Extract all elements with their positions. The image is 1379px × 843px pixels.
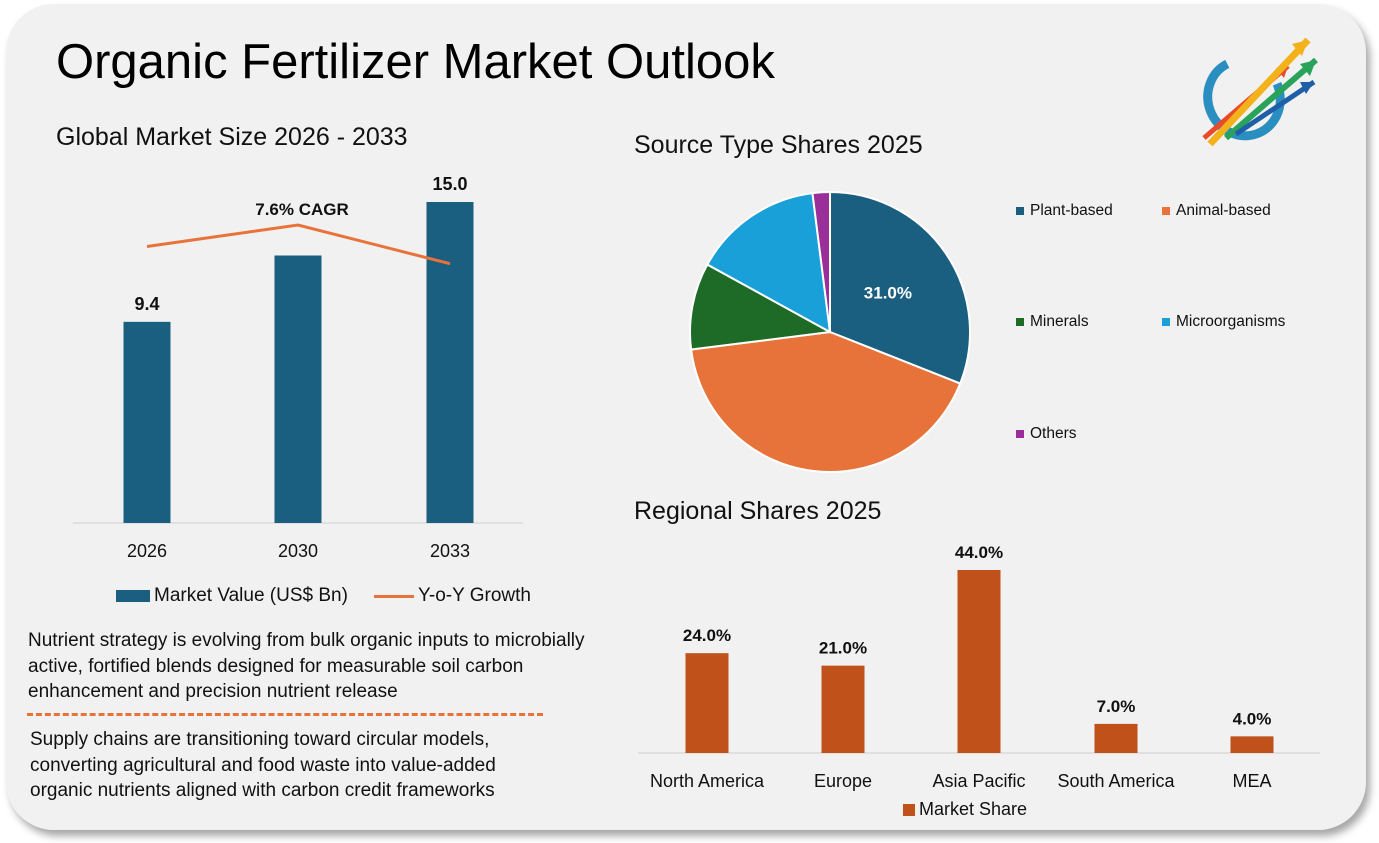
market-value-legend-swatch xyxy=(116,590,150,602)
animal-based-legend-label: Animal-based xyxy=(1176,202,1271,219)
x-tick-label: South America xyxy=(1057,771,1175,791)
x-tick-label: 2026 xyxy=(127,541,167,561)
market-share-legend-swatch xyxy=(903,803,915,816)
yoy-growth-legend-label: Y-o-Y Growth xyxy=(417,585,531,606)
others-legend-swatch xyxy=(1016,430,1024,438)
microorganisms-legend-label: Microorganisms xyxy=(1176,313,1286,330)
market-value-bar-2033 xyxy=(426,202,474,523)
insight-note-1: Nutrient strategy is evolving from bulk … xyxy=(28,630,585,702)
market-share-data-label: 21.0% xyxy=(819,639,867,658)
minerals-legend-swatch xyxy=(1016,318,1024,326)
plant-based-legend-swatch xyxy=(1016,207,1024,215)
plant-based-legend-label: Plant-based xyxy=(1030,202,1113,219)
dashed-divider xyxy=(27,713,543,716)
others-legend-label: Others xyxy=(1030,425,1077,442)
minerals-legend-label: Minerals xyxy=(1030,313,1089,330)
yoy-growth-legend-swatch xyxy=(373,594,414,598)
regional-chart-title: Regional Shares 2025 xyxy=(634,497,882,525)
market-share-data-label: 7.0% xyxy=(1097,697,1136,716)
legend-item-minerals: Minerals xyxy=(1016,313,1089,331)
x-tick-label: Asia Pacific xyxy=(932,771,1025,791)
x-tick-label: North America xyxy=(650,771,765,791)
cagr-annotation: 7.6% CAGR xyxy=(255,200,349,219)
market-value-bar-2026 xyxy=(123,321,171,523)
market-share-bar-mea xyxy=(1230,736,1274,753)
market-value-bar-2030 xyxy=(274,255,322,523)
microorganisms-legend-swatch xyxy=(1162,318,1170,326)
legend-item-microorganisms: Microorganisms xyxy=(1162,313,1285,331)
growth-arrows-logo-icon xyxy=(1202,37,1318,147)
x-tick-label: MEA xyxy=(1232,771,1271,791)
market-share-bar-asia-pacific xyxy=(957,570,1001,753)
insight-note-2: Supply chains are transitioning toward c… xyxy=(30,729,496,801)
yoy-growth-line xyxy=(146,223,451,266)
market-size-legend: Market Value (US$ Bn) Y-o-Y Growth xyxy=(116,585,531,607)
pie-slice-plant-based xyxy=(829,190,971,385)
page-title: Organic Fertilizer Market Outlook xyxy=(56,35,775,89)
x-tick-label: 2030 xyxy=(278,541,318,561)
market-share-data-label: 4.0% xyxy=(1233,709,1272,728)
regional-legend: Market Share xyxy=(903,799,1027,820)
legend-item-plant-based: Plant-based xyxy=(1016,202,1113,220)
animal-based-legend-swatch xyxy=(1162,207,1170,215)
market-share-data-label: 44.0% xyxy=(955,543,1003,562)
pie-slice-minerals xyxy=(689,263,834,351)
market-value-data-label: 9.4 xyxy=(134,294,159,314)
legend-item-others: Others xyxy=(1016,425,1077,443)
market-share-legend-label: Market Share xyxy=(919,799,1028,819)
market-value-data-label: 15.0 xyxy=(432,174,467,194)
pie-data-label: 31.0% xyxy=(864,284,912,303)
x-tick-label: 2033 xyxy=(430,541,470,561)
market-value-legend-label: Market Value (US$ Bn) xyxy=(154,585,348,606)
market-size-chart-title: Global Market Size 2026 - 2033 xyxy=(56,123,408,151)
pie-slice-microorganisms xyxy=(705,191,832,334)
legend-item-animal-based: Animal-based xyxy=(1162,202,1271,220)
market-share-bar-europe xyxy=(821,665,865,753)
source-type-chart-title: Source Type Shares 2025 xyxy=(634,131,923,159)
pie-slice-others xyxy=(811,190,831,333)
pie-slice-animal-based xyxy=(689,330,962,473)
x-tick-label: Europe xyxy=(814,771,872,791)
market-share-data-label: 24.0% xyxy=(683,626,731,645)
market-share-bar-north-america xyxy=(685,653,729,753)
market-share-bar-south-america xyxy=(1094,723,1138,753)
